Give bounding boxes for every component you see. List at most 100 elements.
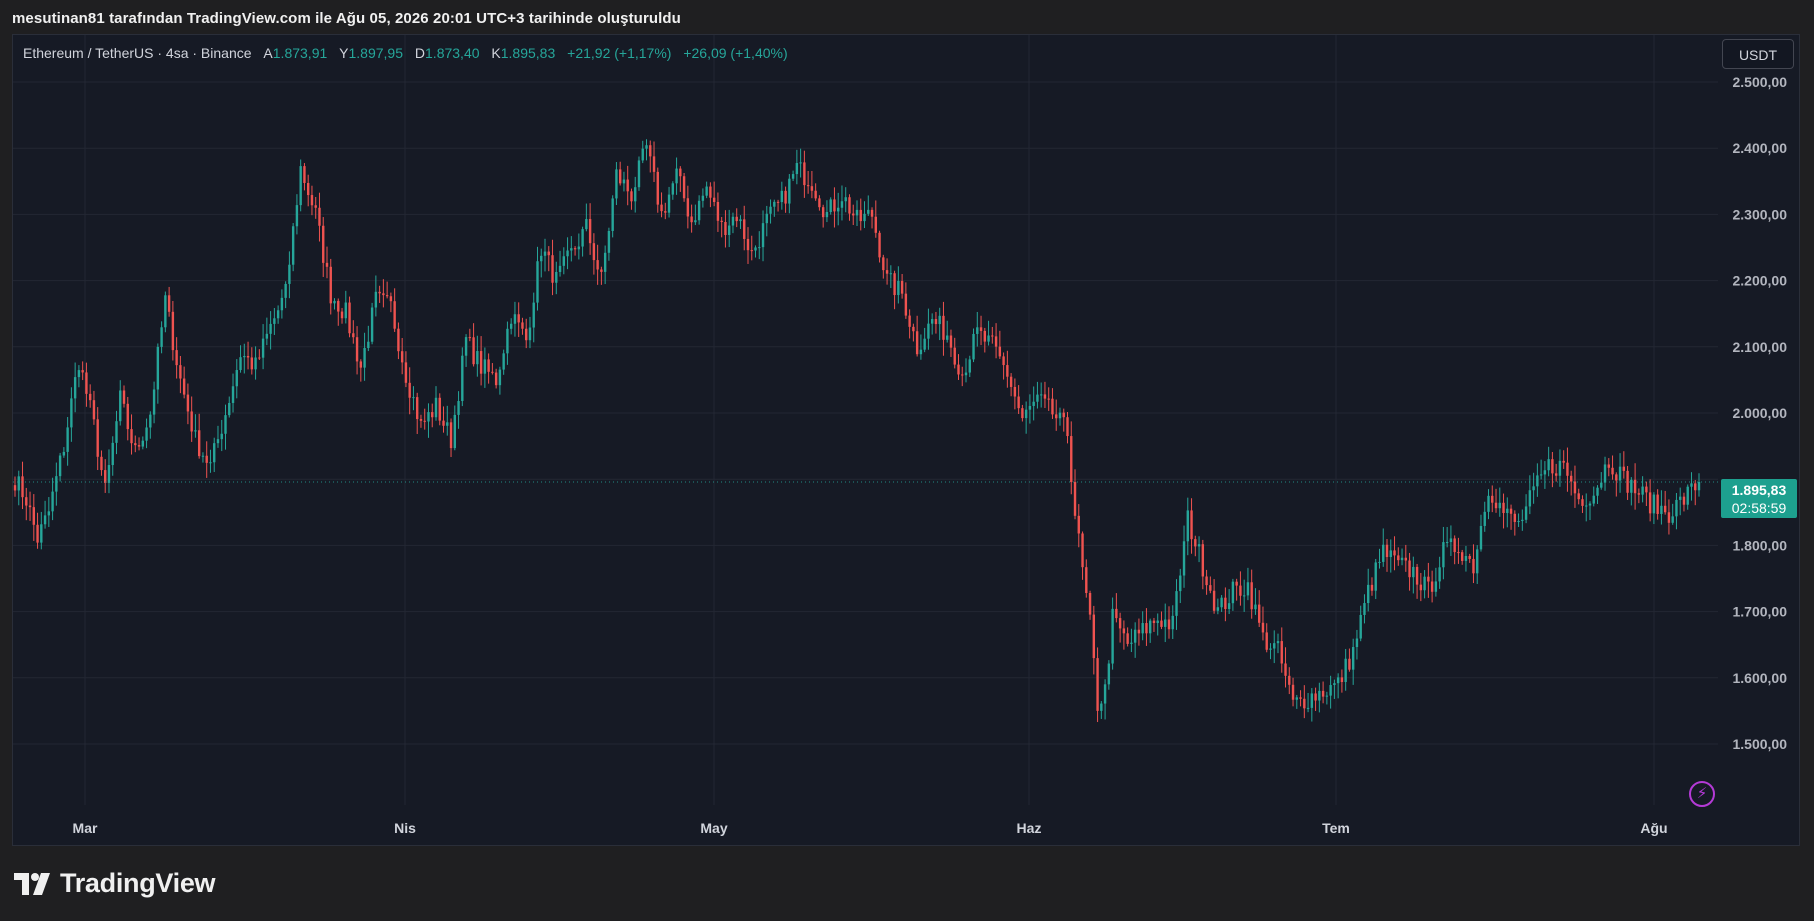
- candle-body: [1694, 483, 1697, 491]
- candle-body: [1006, 365, 1009, 377]
- candle-body: [1133, 629, 1137, 643]
- candle-body: [765, 213, 768, 224]
- candle-body: [1581, 499, 1584, 506]
- candle-body: [1603, 464, 1607, 483]
- candle-body: [1194, 539, 1197, 547]
- candle-body: [720, 220, 723, 222]
- candle-body: [983, 330, 987, 342]
- candle-body: [566, 250, 569, 257]
- candle-body: [1506, 508, 1509, 514]
- candle-body: [400, 351, 404, 363]
- candle-body: [1521, 519, 1524, 522]
- candle-body: [269, 323, 272, 334]
- candle-body: [585, 219, 588, 230]
- candle-body: [513, 314, 517, 324]
- candle-body: [457, 401, 460, 415]
- y-tick-label: 2.500,00: [1733, 74, 1788, 90]
- candle-body: [228, 402, 231, 416]
- candle-body: [216, 439, 220, 444]
- candle-body: [442, 420, 445, 426]
- candle-body: [1186, 510, 1189, 542]
- candle-body: [1333, 683, 1336, 686]
- candle-body: [645, 145, 648, 149]
- candle-body: [709, 186, 712, 198]
- candle-body: [1483, 511, 1486, 526]
- candle-body: [141, 440, 145, 447]
- candle-body: [1562, 460, 1565, 463]
- candle-body: [1667, 512, 1671, 523]
- candle-body: [716, 201, 720, 221]
- candle-body: [1434, 581, 1438, 592]
- candle-body: [284, 283, 287, 298]
- tradingview-logo[interactable]: TradingView: [14, 868, 216, 899]
- candle-body: [1460, 552, 1464, 561]
- open-value: 1.873,91: [272, 45, 328, 61]
- candle-body: [1156, 620, 1159, 624]
- candle-body: [1164, 619, 1167, 627]
- candle-body: [1374, 562, 1377, 591]
- candle-body: [1295, 697, 1298, 700]
- candle-body: [829, 199, 832, 213]
- chart-area[interactable]: 2.500,00 2.400,00 2.300,00 2.200,00 2.100,00…: [12, 34, 1800, 846]
- candle-body: [1607, 464, 1610, 468]
- candle-body: [190, 411, 193, 432]
- candle-body: [73, 377, 77, 399]
- candle-body: [1513, 513, 1517, 522]
- candle-body: [664, 211, 667, 213]
- candle-body: [51, 491, 54, 512]
- candle-body: [1351, 647, 1355, 670]
- candle-body: [1464, 556, 1468, 561]
- candle-body: [1573, 481, 1577, 494]
- candle-body: [521, 322, 524, 329]
- candle-body: [994, 336, 998, 347]
- candle-body: [603, 252, 607, 272]
- symbol-title[interactable]: Ethereum / TetherUS · 4sa · Binance: [23, 45, 252, 61]
- candlestick-chart[interactable]: 2.500,00 2.400,00 2.300,00 2.200,00 2.100,00…: [13, 35, 1799, 845]
- candle-body: [1536, 475, 1539, 487]
- candle-body: [363, 348, 366, 368]
- candle-body: [758, 247, 761, 249]
- candle-body: [1100, 703, 1103, 711]
- candle-body: [889, 273, 893, 275]
- last-price-value: 1.895,83: [1731, 482, 1787, 498]
- candle-body: [310, 195, 314, 206]
- candle-body: [453, 414, 456, 449]
- candle-body: [1596, 487, 1599, 496]
- currency-button[interactable]: USDT: [1722, 39, 1794, 69]
- candle-body: [1261, 622, 1265, 633]
- lightning-icon[interactable]: ⚡: [1689, 781, 1715, 807]
- candle-body: [1686, 486, 1689, 505]
- candle-body: [1085, 567, 1088, 594]
- candle-body: [258, 357, 261, 359]
- candle-body: [694, 220, 697, 223]
- candle-body: [1648, 492, 1652, 514]
- candle-body: [1645, 486, 1648, 493]
- candle-body: [1212, 590, 1216, 611]
- candle-body: [1115, 608, 1118, 619]
- candle-body: [634, 187, 637, 202]
- tradingview-mark-icon: [14, 872, 50, 895]
- close-label: K: [491, 45, 501, 61]
- candle-body: [81, 370, 84, 373]
- candle-body: [1269, 648, 1272, 650]
- candle-body: [431, 412, 434, 418]
- candle-body: [276, 310, 280, 319]
- candle-body: [299, 166, 302, 206]
- high-value: 1.897,95: [348, 45, 404, 61]
- candle-body: [818, 198, 821, 208]
- bar-countdown: 02:58:59: [1731, 500, 1787, 516]
- candle-body: [600, 269, 603, 272]
- candle-body: [1036, 394, 1039, 402]
- candle-body: [1633, 479, 1637, 494]
- y-tick-label: 1.800,00: [1733, 537, 1788, 553]
- candle-body: [1637, 493, 1641, 495]
- candle-body: [194, 430, 197, 432]
- candle-body: [1216, 607, 1220, 611]
- candle-body: [1453, 538, 1456, 553]
- candle-body: [1062, 412, 1065, 418]
- x-tick-label: Haz: [1017, 820, 1042, 836]
- candle-body: [333, 300, 336, 304]
- candle-body: [1400, 557, 1404, 561]
- candle-body: [182, 378, 186, 395]
- candle-body: [62, 451, 66, 456]
